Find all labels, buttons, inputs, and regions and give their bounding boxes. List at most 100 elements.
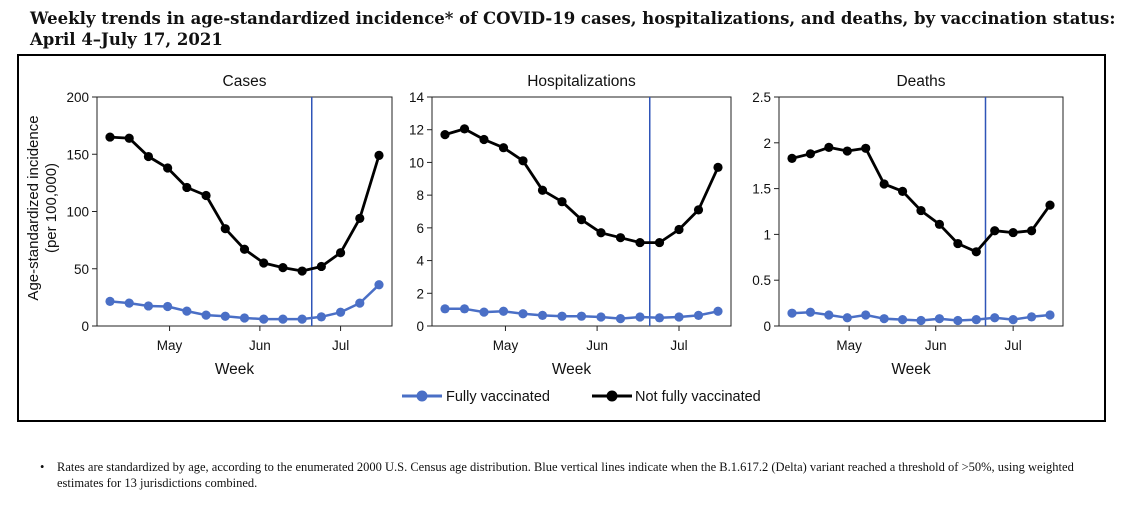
- data-point-not-fully-vaccinated: [805, 149, 816, 159]
- data-point-not-fully-vaccinated: [971, 247, 981, 257]
- data-point-not-fully-vaccinated: [1045, 200, 1055, 210]
- y-tick-label: 14: [409, 90, 425, 105]
- footnote: • Rates are standardized by age, accordi…: [40, 459, 1100, 491]
- y-tick-label: 4: [416, 254, 424, 269]
- data-point-not-fully-vaccinated: [842, 146, 852, 156]
- data-point-not-fully-vaccinated: [576, 215, 587, 225]
- y-tick-label: 1: [763, 227, 771, 242]
- x-tick-label: Jun: [586, 338, 608, 353]
- data-point-fully-vaccinated: [259, 314, 269, 324]
- x-tick-label: May: [836, 338, 862, 353]
- data-point-not-fully-vaccinated: [201, 190, 211, 201]
- data-point-fully-vaccinated: [479, 307, 489, 317]
- data-point-fully-vaccinated: [693, 310, 704, 320]
- data-point-fully-vaccinated: [316, 312, 326, 322]
- data-point-not-fully-vaccinated: [916, 205, 926, 216]
- data-point-fully-vaccinated: [934, 314, 945, 324]
- data-point-fully-vaccinated: [440, 304, 450, 314]
- y-tick-label: 2: [416, 286, 424, 301]
- y-tick-label: 6: [416, 221, 424, 236]
- data-point-fully-vaccinated: [953, 315, 963, 326]
- data-point-fully-vaccinated: [787, 308, 797, 318]
- data-point-not-fully-vaccinated: [124, 133, 134, 143]
- data-point-fully-vaccinated: [971, 314, 981, 325]
- panel-cases: Cases 0 50 100 150 200 May Jun Jul Week: [66, 73, 393, 378]
- panel-title: Cases: [223, 73, 267, 90]
- data-point-fully-vaccinated: [615, 314, 626, 324]
- x-axis-label: Week: [552, 361, 592, 378]
- data-point-not-fully-vaccinated: [163, 163, 173, 173]
- panel-deaths: Deaths 0 0.5 1 1.5 2 2.5 May Jun Jul Week: [752, 73, 1064, 378]
- charts-svg: Age-standardized incidence (per 100,000)…: [25, 73, 1064, 405]
- data-point-not-fully-vaccinated: [498, 143, 509, 153]
- x-tick-label: Jul: [332, 338, 349, 353]
- x-tick-label: Jul: [1005, 338, 1022, 353]
- data-point-not-fully-vaccinated: [374, 150, 384, 160]
- data-point-not-fully-vaccinated: [518, 156, 528, 166]
- y-tick-label: 0.5: [752, 273, 771, 288]
- y-tick-label: 0: [416, 319, 424, 334]
- x-tick-label: May: [157, 338, 183, 353]
- panel-title: Deaths: [896, 73, 945, 90]
- data-point-not-fully-vaccinated: [654, 237, 665, 248]
- title-line-2: April 4–July 17, 2021: [30, 30, 223, 49]
- chart-figure: Age-standardized incidence (per 100,000)…: [17, 54, 1106, 422]
- data-point-not-fully-vaccinated: [824, 142, 834, 152]
- y-tick-label: 0: [763, 319, 771, 334]
- y-tick-label: 50: [74, 262, 89, 277]
- data-point-fully-vaccinated: [596, 312, 606, 322]
- y-tick-label: 100: [66, 205, 89, 220]
- data-point-not-fully-vaccinated: [713, 162, 723, 172]
- plot-area-frame: [96, 96, 393, 327]
- data-point-fully-vaccinated: [674, 312, 684, 322]
- data-point-fully-vaccinated: [824, 310, 834, 320]
- y-tick-label: 150: [66, 147, 89, 162]
- data-point-fully-vaccinated: [335, 307, 346, 317]
- data-point-not-fully-vaccinated: [239, 244, 250, 254]
- data-point-not-fully-vaccinated: [897, 186, 908, 196]
- data-point-not-fully-vaccinated: [355, 213, 365, 223]
- data-point-fully-vaccinated: [1008, 314, 1018, 325]
- y-axis-label-line-1: Age-standardized incidence: [25, 115, 42, 300]
- data-point-not-fully-vaccinated: [1026, 226, 1037, 236]
- data-point-fully-vaccinated: [239, 313, 250, 323]
- legend-not-fully-vaccinated-label: Not fully vaccinated: [635, 389, 761, 405]
- x-tick-label: Jul: [670, 338, 687, 353]
- data-point-fully-vaccinated: [459, 304, 470, 314]
- data-point-not-fully-vaccinated: [861, 143, 871, 153]
- data-point-fully-vaccinated: [713, 306, 723, 316]
- data-point-fully-vaccinated: [143, 301, 154, 311]
- data-point-fully-vaccinated: [182, 306, 192, 316]
- data-point-fully-vaccinated: [201, 310, 211, 320]
- data-point-fully-vaccinated: [105, 296, 115, 306]
- figure-title: Weekly trends in age-standardized incide…: [30, 8, 1115, 50]
- data-point-fully-vaccinated: [498, 306, 509, 316]
- y-tick-label: 1.5: [752, 182, 771, 197]
- data-point-not-fully-vaccinated: [615, 233, 626, 243]
- legend: Fully vaccinated Not fully vaccinated: [402, 389, 761, 405]
- y-tick-label: 200: [66, 90, 89, 105]
- data-point-fully-vaccinated: [861, 310, 871, 320]
- data-point-not-fully-vaccinated: [537, 185, 548, 195]
- data-point-fully-vaccinated: [635, 312, 645, 322]
- x-tick-label: May: [493, 338, 519, 353]
- data-point-not-fully-vaccinated: [557, 197, 567, 207]
- data-point-not-fully-vaccinated: [596, 228, 606, 238]
- data-point-fully-vaccinated: [278, 314, 288, 324]
- data-point-not-fully-vaccinated: [693, 205, 704, 215]
- data-point-fully-vaccinated: [576, 311, 587, 321]
- y-tick-label: 2.5: [752, 90, 771, 105]
- data-point-fully-vaccinated: [374, 280, 384, 290]
- data-point-fully-vaccinated: [879, 314, 889, 324]
- plot-area-frame: [778, 96, 1064, 327]
- data-point-fully-vaccinated: [897, 314, 908, 325]
- legend-fully-vaccinated-marker: [416, 390, 428, 402]
- data-point-fully-vaccinated: [916, 315, 926, 326]
- data-point-not-fully-vaccinated: [105, 132, 115, 142]
- data-point-not-fully-vaccinated: [143, 151, 154, 162]
- data-point-not-fully-vaccinated: [440, 130, 450, 140]
- x-axis-label: Week: [891, 361, 931, 378]
- data-point-not-fully-vaccinated: [879, 179, 889, 189]
- y-tick-label: 8: [416, 188, 424, 203]
